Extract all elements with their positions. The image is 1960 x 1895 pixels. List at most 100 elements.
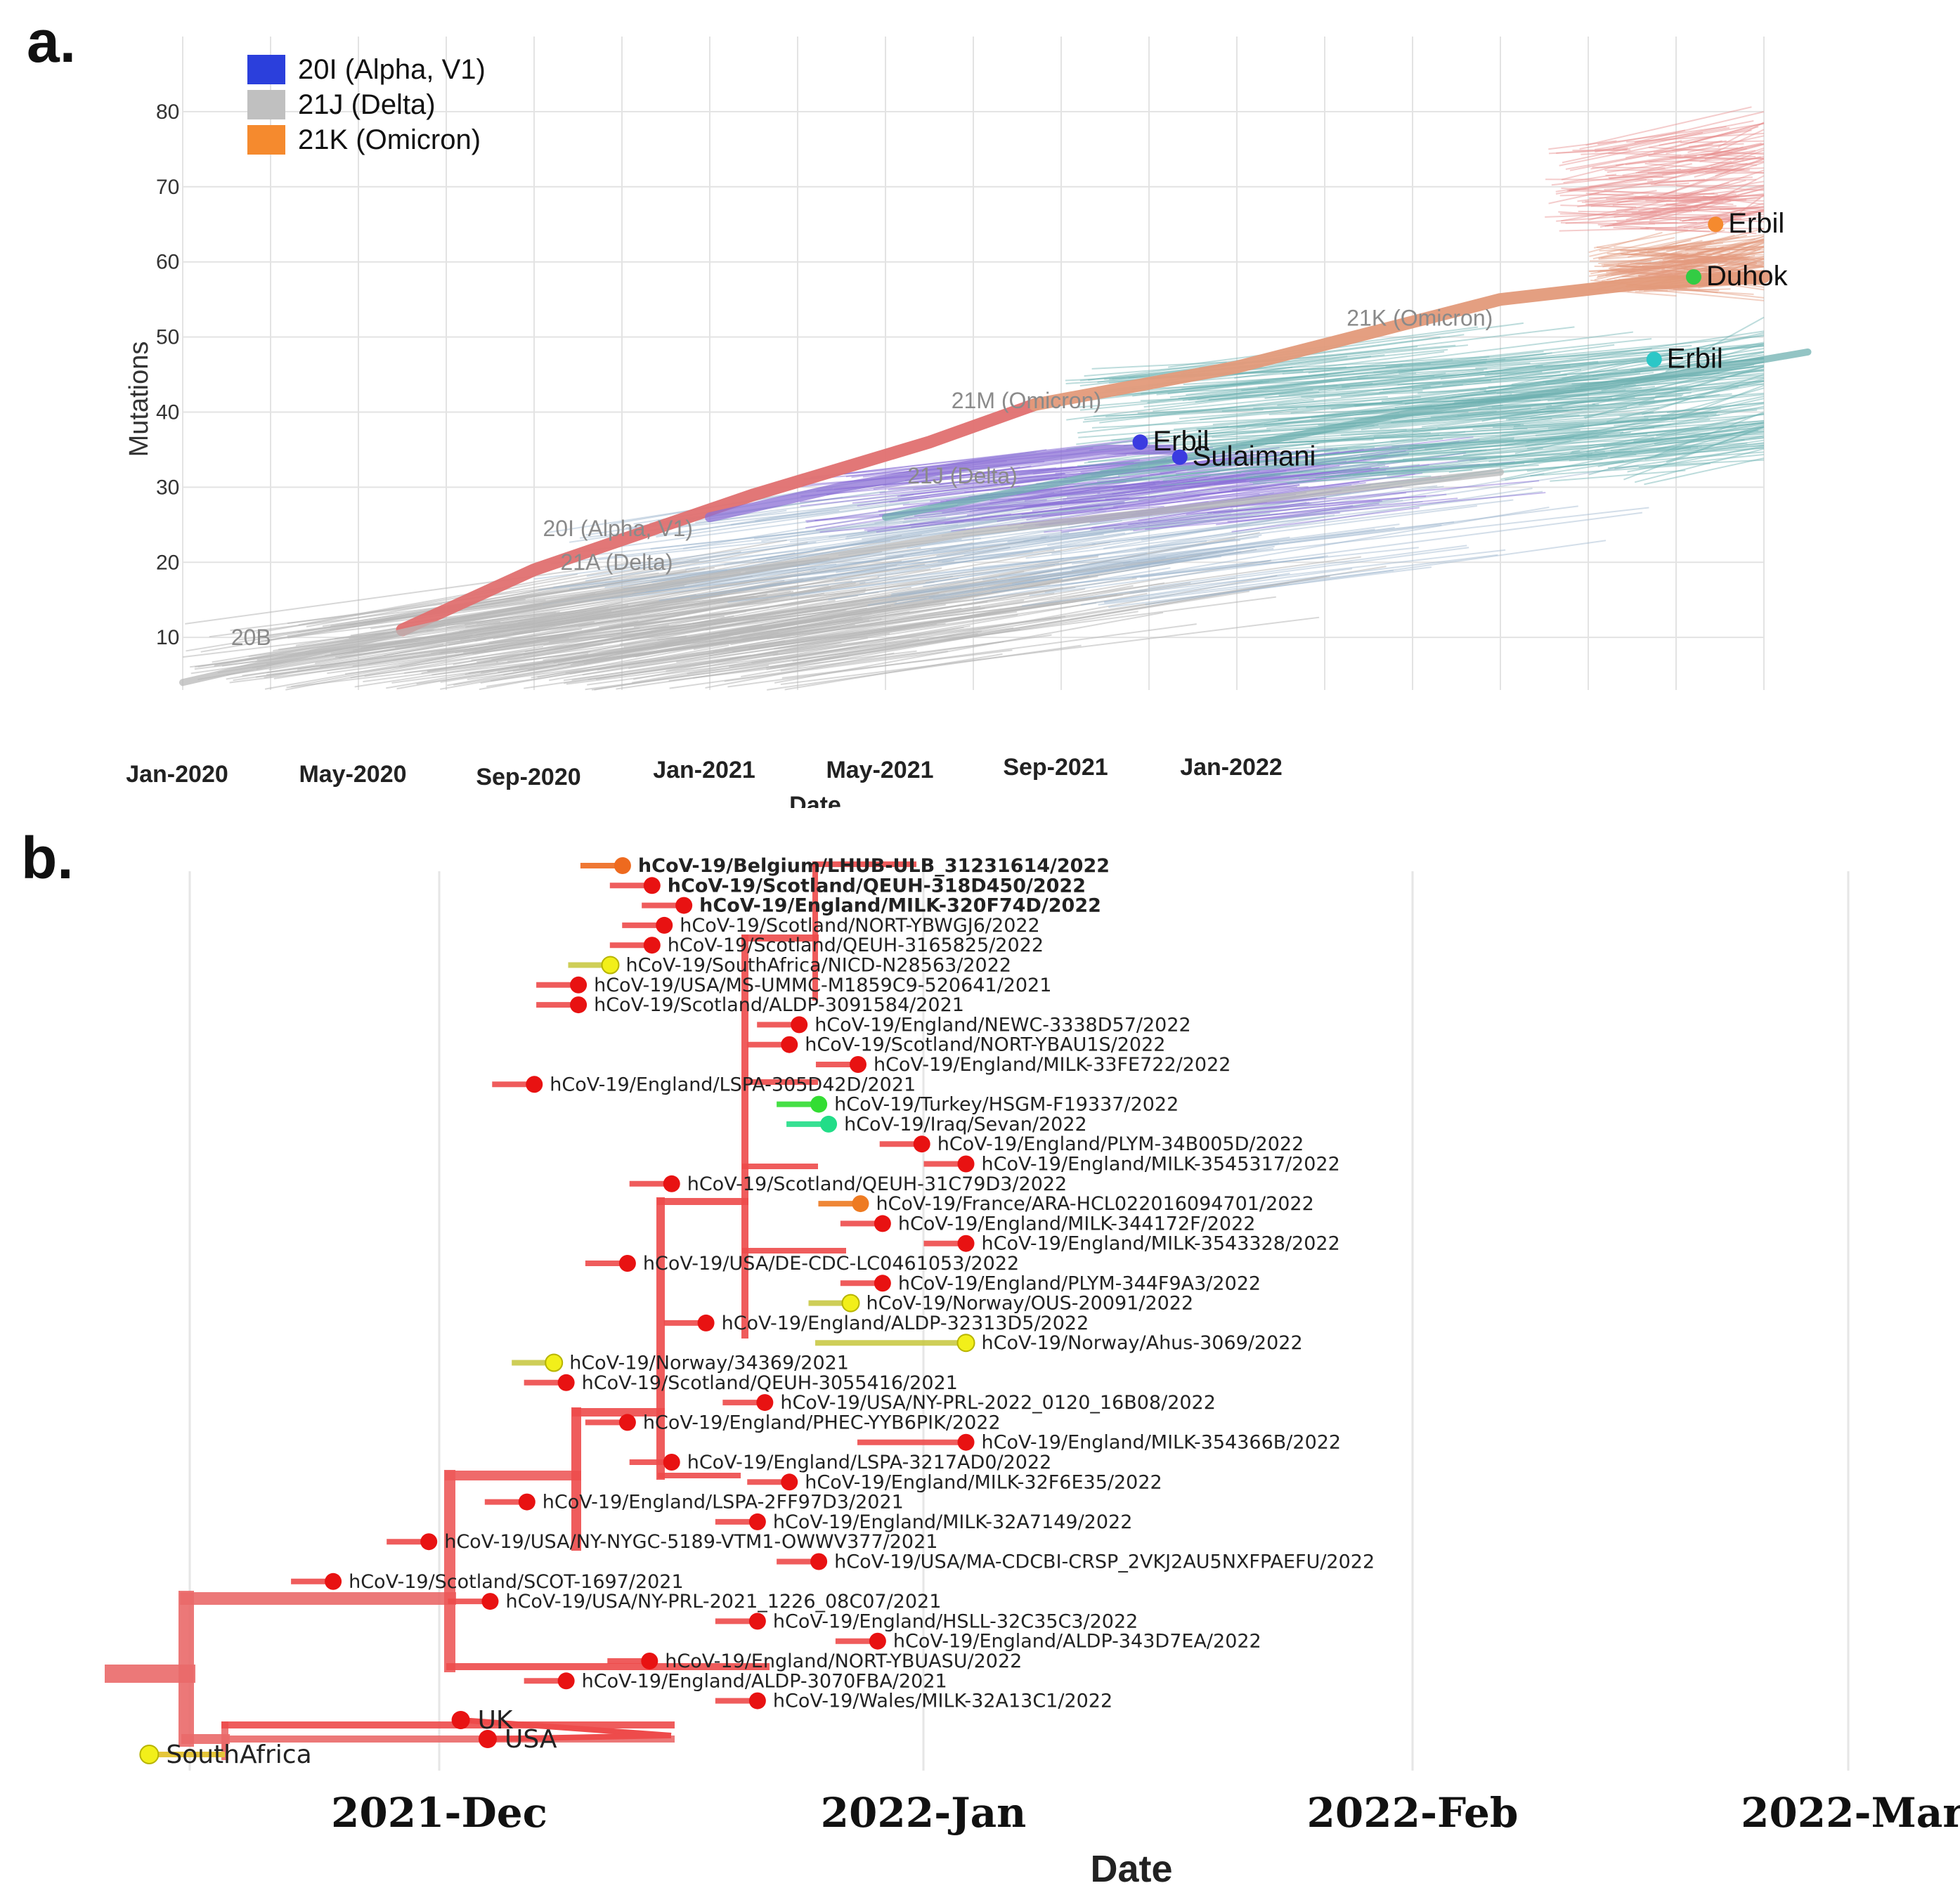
tip-marker[interactable]: [481, 1593, 499, 1610]
tip-marker[interactable]: [663, 1454, 680, 1471]
tip-marker[interactable]: [451, 1711, 470, 1729]
trace-line: [1113, 436, 1514, 483]
trace-line: [1588, 268, 1666, 272]
tip-marker[interactable]: [518, 1493, 536, 1511]
trace-line: [1601, 250, 1731, 266]
trace-line: [1611, 266, 1687, 272]
tip-marker[interactable]: [957, 1235, 975, 1252]
trace-line: [1197, 344, 1615, 400]
tip-marker[interactable]: [820, 1115, 838, 1133]
tip-marker[interactable]: [420, 1533, 438, 1551]
trace-line: [945, 507, 1119, 525]
tip-marker[interactable]: [956, 1334, 975, 1353]
tip-marker[interactable]: [643, 937, 661, 954]
tip-marker[interactable]: [325, 1572, 342, 1590]
trace-line: [1063, 512, 1271, 535]
trace-line: [1669, 157, 1765, 159]
tip-marker[interactable]: [478, 1730, 497, 1748]
trace-line: [1656, 426, 1765, 451]
trace-line: [1530, 462, 1711, 477]
trace-line: [1630, 259, 1694, 271]
tip-marker[interactable]: [849, 1056, 867, 1073]
trace-line: [658, 532, 1126, 601]
tip-marker[interactable]: [913, 1135, 930, 1153]
trace-line: [829, 493, 1126, 538]
tip-marker[interactable]: [748, 1613, 766, 1630]
trace-line: [1656, 267, 1711, 275]
trace-line: [1413, 417, 1552, 433]
trace-line: [1548, 415, 1708, 429]
trace-line: [1592, 167, 1666, 169]
tip-marker[interactable]: [748, 1513, 766, 1530]
tip-marker[interactable]: [643, 877, 661, 894]
tip-marker[interactable]: [618, 1414, 636, 1431]
clade-label: 21J (Delta): [907, 463, 1018, 488]
panel-a-label: a.: [27, 8, 76, 74]
tip-label: hCoV-19/USA/NY-NYGC-5189-VTM1-OWWV377/20…: [444, 1531, 937, 1553]
trace-line: [1070, 467, 1372, 502]
tip-marker[interactable]: [557, 1672, 575, 1690]
trace-line: [1718, 122, 1765, 148]
trace-line: [1044, 506, 1550, 594]
trace-line: [1462, 422, 1765, 456]
tip-marker[interactable]: [697, 1314, 715, 1331]
trace-line: [1558, 211, 1682, 221]
trace-line: [1628, 240, 1703, 258]
tip-label: hCoV-19/Scotland/ALDP-3091584/2021: [594, 994, 964, 1016]
tip-marker[interactable]: [570, 996, 588, 1014]
clade-labels: 20B 20I (Alpha, V1) 21A (Delta) 21J (Delta)…: [231, 306, 1493, 650]
tip-marker[interactable]: [570, 976, 588, 994]
tip-marker[interactable]: [557, 1374, 575, 1391]
tip-marker[interactable]: [545, 1353, 564, 1372]
tip-marker[interactable]: [841, 1294, 860, 1313]
tip-marker[interactable]: [656, 916, 673, 934]
tip-marker[interactable]: [869, 1632, 886, 1650]
trace-line: [306, 551, 741, 627]
tip-label: hCoV-19/England/PHEC-YYB6PIK/2022: [643, 1412, 1001, 1433]
tip-marker[interactable]: [139, 1745, 160, 1764]
tip-marker[interactable]: [756, 1394, 774, 1412]
tip-marker[interactable]: [781, 1473, 798, 1491]
tip-marker[interactable]: [791, 1016, 808, 1034]
trace-line: [1681, 209, 1765, 222]
tip-marker[interactable]: [601, 956, 620, 975]
tip-marker[interactable]: [852, 1195, 869, 1213]
tip-marker[interactable]: [957, 1433, 975, 1451]
tip-marker[interactable]: [675, 897, 693, 914]
trace-line: [1241, 358, 1506, 391]
tip-marker[interactable]: [641, 1653, 658, 1669]
legend: 20I (Alpha, V1) 21J (Delta) 21K (Omicron): [247, 54, 486, 155]
tip-marker[interactable]: [663, 1175, 680, 1192]
tip-marker[interactable]: [526, 1076, 543, 1093]
trace-line: [1252, 475, 1432, 484]
tip-marker[interactable]: [957, 1155, 975, 1173]
trace-line: [1066, 389, 1313, 421]
tip-label: hCoV-19/France/ARA-HCL022016094701/2022: [876, 1193, 1313, 1215]
tip-marker[interactable]: [810, 1553, 828, 1570]
tip-marker[interactable]: [618, 1255, 636, 1272]
trace-line: [1110, 444, 1420, 476]
tip-marker[interactable]: [874, 1215, 891, 1232]
trace-line: [997, 479, 1316, 522]
trace-line: [534, 523, 959, 580]
tip-marker[interactable]: [748, 1692, 766, 1710]
trace-line: [1709, 266, 1765, 269]
trace-line: [1137, 401, 1403, 414]
tip-marker[interactable]: [614, 857, 631, 874]
trace-line: [1093, 398, 1493, 417]
tip-label: hCoV-19/USA/NY-PRL-2022_0120_16B08/2022: [780, 1392, 1216, 1414]
trace-line: [1607, 207, 1699, 227]
trace-line: [1212, 415, 1580, 429]
trace-line: [1131, 556, 1324, 579]
trace-line: [814, 497, 1129, 522]
tip-marker[interactable]: [781, 1036, 798, 1053]
trace-line: [1246, 440, 1571, 478]
trace-line: [864, 504, 1101, 531]
tip-marker[interactable]: [874, 1275, 891, 1292]
legend-label: 21J (Delta): [298, 89, 436, 120]
trace-line: [914, 486, 1262, 517]
tip-marker[interactable]: [810, 1095, 828, 1113]
trace-line: [1077, 408, 1298, 434]
trace-line: [1560, 222, 1655, 225]
trace-line: [1661, 246, 1724, 265]
